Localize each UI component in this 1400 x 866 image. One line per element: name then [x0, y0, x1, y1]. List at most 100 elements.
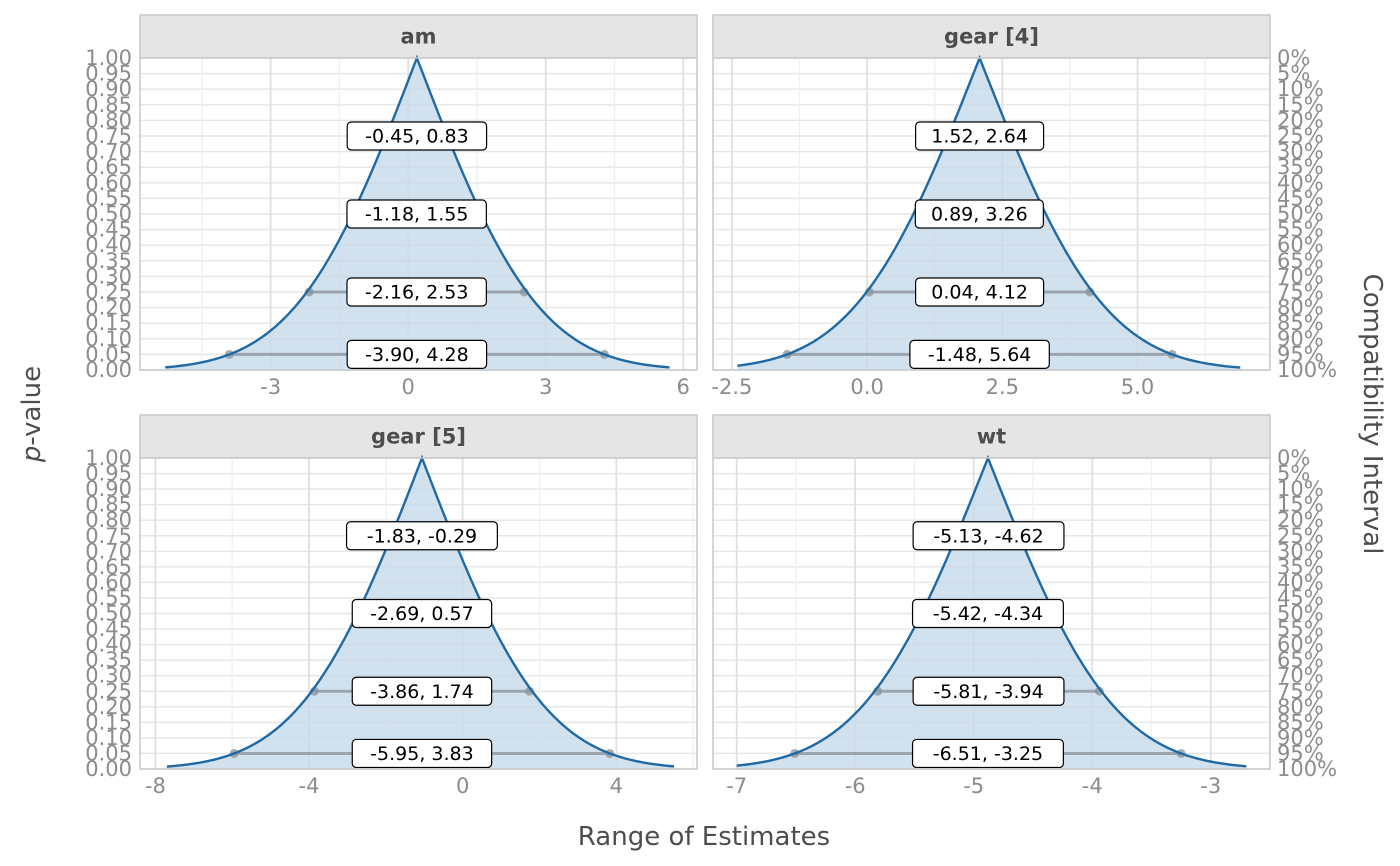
y-tick-label: 0.00: [85, 358, 132, 382]
x-tick-label: -2.5: [711, 375, 752, 399]
y-tick-label: 0.40: [85, 633, 132, 657]
interval-label-box: [351, 676, 493, 706]
x-tick-label: 0.0: [850, 375, 883, 399]
y2-tick-label: 85%: [1277, 311, 1324, 335]
y2-tick-label: 30%: [1277, 140, 1324, 164]
y2-tick-label: 50%: [1277, 602, 1324, 626]
y2-tick-label: 35%: [1277, 155, 1324, 179]
y2-tick-label: 40%: [1277, 570, 1324, 594]
y2-tick-label: 100%: [1277, 358, 1337, 382]
y2-tick-label: 70%: [1277, 264, 1324, 288]
y-tick-label: 0.70: [85, 140, 132, 164]
x-tick-label: -4: [1082, 774, 1103, 798]
y-tick-label: 0.85: [85, 493, 132, 517]
interval-label-box: [346, 339, 488, 369]
interval-label-box: [915, 277, 1045, 307]
y2-tick-label: 95%: [1277, 342, 1324, 366]
y2-tick-label: 55%: [1277, 617, 1324, 641]
y-tick-label: 0.75: [85, 124, 132, 148]
y2-tick-label: 5%: [1277, 62, 1310, 86]
interval-label-box: [909, 339, 1050, 369]
y-tick-label: 0.15: [85, 710, 132, 734]
y-axis-title: p-value: [17, 366, 47, 463]
interval-label-box: [346, 199, 487, 229]
y2-tick-label: 85%: [1277, 710, 1324, 734]
y-tick-label: 0.55: [85, 586, 132, 610]
y2-tick-label: 15%: [1277, 93, 1324, 117]
interval-label: -1.83, -0.29: [367, 525, 477, 547]
interval-label-box: [346, 121, 488, 151]
p-value-curve: [736, 454, 1247, 768]
y-tick-label: 0.40: [85, 233, 132, 257]
interval-label: 1.52, 2.64: [931, 126, 1028, 148]
y-tick-label: 1.00: [85, 446, 132, 470]
y2-tick-label: 25%: [1277, 524, 1324, 548]
interval-label-box: [912, 676, 1065, 706]
interval-label-box: [351, 738, 493, 769]
interval-label: -5.13, -4.62: [933, 525, 1043, 547]
panel-gear-5: gear [5] -1.83, -0.29 -2.69, 0.57 -3.86, 1.…: [85, 414, 698, 798]
y2-tick-label: 10%: [1277, 77, 1324, 101]
y-tick-label: 0.35: [85, 249, 132, 273]
y-tick-label: 0.50: [85, 202, 132, 226]
panel-gear-4: gear [4] 1.52, 2.64 0.89, 3.26 0.04, 4.12 -1…: [711, 14, 1337, 399]
panel-strip-label: gear [5]: [371, 425, 466, 449]
interval-label: -1.18, 1.55: [365, 204, 469, 226]
interval-label: -5.81, -3.94: [933, 681, 1043, 703]
y-tick-label: 0.75: [85, 524, 132, 548]
x-tick-label: -7: [726, 774, 747, 798]
x-tick-label: -4: [299, 774, 320, 798]
x-tick-label: -5: [963, 774, 984, 798]
y2-tick-label: 0%: [1277, 446, 1310, 470]
y2-tick-label: 20%: [1277, 508, 1324, 532]
interval-label: -5.95, 3.83: [370, 743, 474, 765]
y2-tick-label: 40%: [1277, 171, 1324, 195]
interval-lower-point: [304, 287, 314, 297]
y-axis-title-italic: p: [17, 446, 47, 464]
y-tick-label: 0.20: [85, 296, 132, 320]
y-tick-label: 0.25: [85, 280, 132, 304]
y-tick-label: 0.65: [85, 155, 132, 179]
y2-tick-label: 80%: [1277, 695, 1324, 719]
y-tick-label: 0.00: [85, 757, 132, 781]
panel-border: [712, 457, 1271, 770]
y-tick-label: 0.10: [85, 327, 132, 351]
y2-tick-label: 90%: [1277, 327, 1324, 351]
y2-tick-label: 45%: [1277, 586, 1324, 610]
y2-tick-label: 80%: [1277, 296, 1324, 320]
y2-tick-label: 25%: [1277, 124, 1324, 148]
x-tick-label: 6: [677, 375, 690, 399]
interval-label: -3.86, 1.74: [370, 681, 474, 703]
y2-tick-label: 30%: [1277, 539, 1324, 563]
y2-tick-label: 15%: [1277, 493, 1324, 517]
interval-label-box: [915, 121, 1045, 151]
y2-tick-label: 65%: [1277, 648, 1324, 672]
interval-label-box: [912, 521, 1065, 551]
x-tick-label: 0: [456, 774, 469, 798]
y-tick-label: 0.20: [85, 695, 132, 719]
panel-wt: wt -5.13, -4.62 -5.42, -4.34 -5.81, -3.94 -6…: [712, 414, 1337, 798]
y-tick-label: 0.45: [85, 218, 132, 242]
y2-tick-label: 90%: [1277, 726, 1324, 750]
x-tick-label: 2.5: [986, 375, 1019, 399]
interval-label: -3.90, 4.28: [365, 344, 469, 366]
interval-label-box: [911, 598, 1064, 629]
y-tick-label: 0.15: [85, 311, 132, 335]
y-tick-label: 0.70: [85, 539, 132, 563]
panel-strip: [139, 14, 698, 59]
panels-layer: am -0.45, 0.83 -1.18, 1.55 -2.16, 2.53 -3.90…: [85, 14, 1337, 798]
y-tick-label: 0.05: [85, 342, 132, 366]
panel-strip-label: wt: [977, 425, 1006, 449]
interval-label: 0.04, 4.12: [931, 282, 1028, 304]
y2-tick-label: 35%: [1277, 555, 1324, 579]
interval-label-box: [351, 598, 493, 629]
y-tick-label: 0.30: [85, 664, 132, 688]
y2-tick-label: 0%: [1277, 46, 1310, 70]
y-tick-label: 0.60: [85, 570, 132, 594]
panel-strip: [712, 414, 1271, 459]
y2-tick-label: 50%: [1277, 202, 1324, 226]
y-tick-label: 0.90: [85, 77, 132, 101]
y-tick-label: 0.90: [85, 477, 132, 501]
x-tick-label: 5.0: [1121, 375, 1154, 399]
x-tick-label: 3: [539, 375, 552, 399]
